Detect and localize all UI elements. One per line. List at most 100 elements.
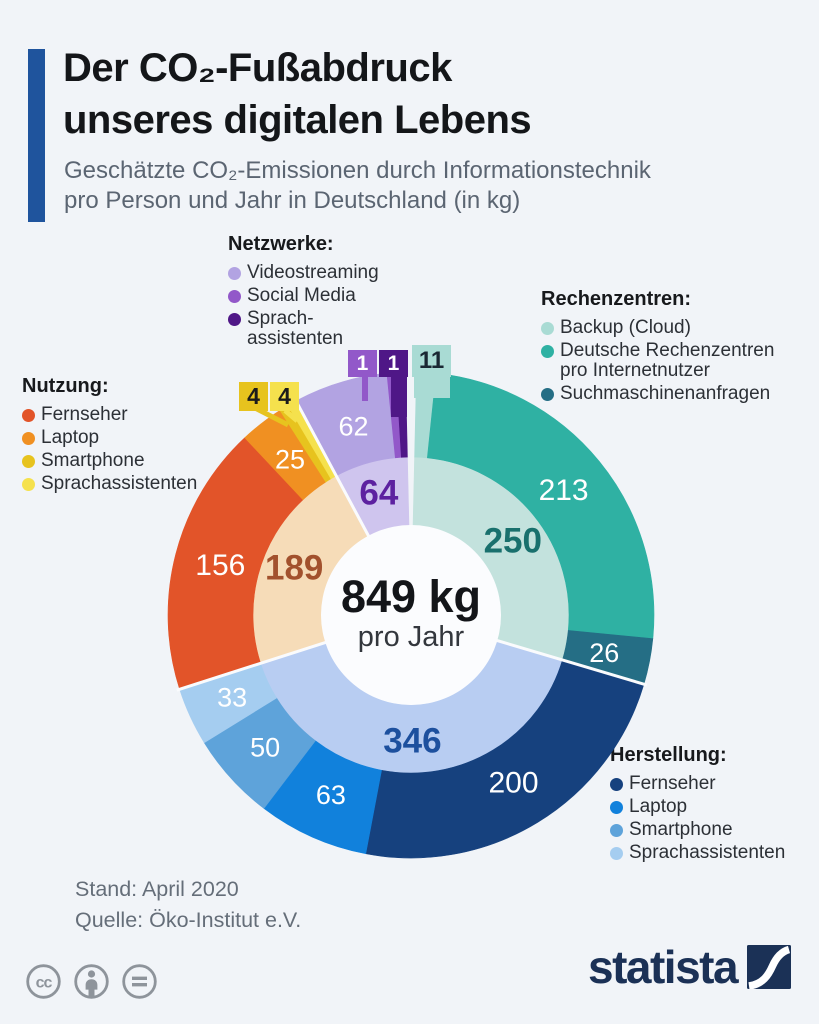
legend-dot-icon	[22, 455, 35, 468]
statista-logo-mark	[747, 945, 792, 989]
legend-title-nutzung: Nutzung:	[22, 375, 109, 397]
no-derivatives-icon	[122, 964, 157, 999]
group-subtotal-label: 346	[383, 722, 441, 761]
segment-value-label: 33	[217, 683, 247, 713]
leader-line-social-media	[362, 375, 368, 401]
callout-value-backup-cloud: 11	[412, 345, 451, 377]
group-divider	[293, 397, 372, 540]
legend-item: Social Media	[228, 286, 380, 306]
subtitle-line-2: pro Person und Jahr in Deutschland (in k…	[64, 187, 521, 214]
legend-item: Sprachassistenten	[610, 843, 815, 863]
legend-item: Fernseher	[610, 774, 815, 794]
license-icons: cc	[25, 963, 158, 1000]
total-unit: pro Jahr	[357, 621, 465, 653]
donut-segment	[427, 372, 655, 640]
segment-value-label: 25	[275, 445, 305, 475]
legend-label: Fernseher	[41, 404, 128, 425]
legend-item: Backup (Cloud)	[541, 318, 789, 338]
statista-logo: statista	[588, 941, 792, 993]
segment-value-label: 63	[316, 780, 346, 810]
legend-dot-icon	[610, 824, 623, 837]
legend-item: Fernseher	[22, 405, 237, 425]
leader-column-backup-cloud	[414, 374, 450, 398]
legend-dot-icon	[228, 313, 241, 326]
group-subtotal-label: 189	[265, 548, 323, 587]
title-line-2: unseres digitalen Lebens	[63, 98, 532, 142]
legend-dot-icon	[541, 322, 554, 335]
segment-value-label: 213	[539, 474, 589, 507]
legend-rechenzentren: Rechenzentren: Backup (Cloud) Deutsche Re…	[541, 288, 789, 407]
total-value: 849 kg	[340, 571, 482, 622]
source-note: Stand: April 2020 Quelle: Öko-Institut e…	[75, 874, 301, 936]
legend-label: Suchmaschinenanfragen	[560, 383, 771, 404]
segment-value-label: 26	[589, 638, 619, 668]
legend-label: Deutsche Rechenzentren pro Internetnutze…	[560, 340, 775, 381]
legend-label: Smartphone	[629, 819, 733, 840]
legend-item: Sprach-assistenten	[228, 309, 380, 349]
legend-herstellung: Herstellung: Fernseher Laptop Smartphone Sp…	[610, 744, 815, 866]
callout-value-social-media: 1	[348, 350, 377, 377]
legend-netzwerke: Netzwerke: Videostreaming Social Media Spr…	[228, 233, 380, 352]
legend-item: Laptop	[610, 797, 815, 817]
legend-item: Videostreaming	[228, 263, 380, 283]
legend-item: Sprachassistenten	[22, 474, 237, 494]
legend-title-netzwerke: Netzwerke:	[228, 233, 334, 255]
attribution-icon	[74, 964, 109, 999]
legend-item: Laptop	[22, 428, 237, 448]
title-line-1: Der CO₂-Fußabdruck	[63, 46, 452, 90]
donut-hole	[321, 525, 501, 705]
legend-label: Laptop	[41, 427, 100, 448]
legend-dot-icon	[541, 388, 554, 401]
legend-dot-icon	[541, 345, 554, 358]
legend-label: Fernseher	[629, 773, 716, 794]
legend-label: Social Media	[247, 285, 356, 306]
date-stand: Stand: April 2020	[75, 877, 239, 901]
group-divider	[176, 639, 330, 692]
legend-dot-icon	[610, 778, 623, 791]
legend-dot-icon	[22, 409, 35, 422]
callout-value-smartphone-nutzung: 4	[239, 382, 268, 411]
legend-label: Smartphone	[41, 450, 145, 471]
legend-item: Smartphone	[610, 820, 815, 840]
donut-center-label: 849 kg pro Jahr	[311, 571, 511, 654]
legend-label: Videostreaming	[247, 262, 379, 283]
cc-icon: cc	[26, 964, 61, 999]
statista-wordmark: statista	[588, 941, 739, 993]
legend-label: Sprachassistenten	[629, 842, 786, 863]
segment-value-label: 50	[250, 732, 280, 762]
group-subtotal-label: 64	[359, 474, 398, 513]
segment-value-label: 200	[488, 767, 538, 800]
legend-label: Sprach-assistenten	[247, 308, 344, 349]
segment-value-label: 156	[195, 549, 245, 582]
group-divider	[493, 638, 648, 687]
legend-label: Sprachassistenten	[41, 473, 198, 494]
legend-item: Smartphone	[22, 451, 237, 471]
legend-dot-icon	[22, 478, 35, 491]
callout-value-sprachassistenten-nutzung: 4	[270, 382, 299, 411]
legend-label: Backup (Cloud)	[560, 317, 691, 338]
legend-title-rechenzentren: Rechenzentren:	[541, 288, 692, 310]
callout-value-sprachassistenten-netzwerke: 1	[379, 350, 408, 377]
legend-dot-icon	[228, 267, 241, 280]
group-subtotal-label: 250	[484, 521, 542, 560]
subtitle-line-1: Geschätzte CO₂-Emissionen durch Informat…	[64, 157, 651, 184]
legend-item: Suchmaschinenanfragen	[541, 384, 789, 404]
page-subtitle: Geschätzte CO₂-Emissionen durch Informat…	[64, 156, 651, 216]
legend-title-herstellung: Herstellung:	[610, 744, 727, 766]
legend-item: Deutsche Rechenzentren pro Internetnutze…	[541, 341, 789, 381]
donut-segment	[365, 659, 645, 859]
leader-line-sprachassistenten-netzwerke	[391, 375, 407, 417]
legend-dot-icon	[610, 847, 623, 860]
legend-nutzung: Nutzung: Fernseher Laptop Smartphone Sprach…	[22, 375, 237, 497]
source-quelle: Quelle: Öko-Institut e.V.	[75, 908, 302, 932]
legend-dot-icon	[610, 801, 623, 814]
segment-value-label: 62	[338, 412, 368, 442]
title-accent-bar	[28, 49, 45, 222]
svg-text:cc: cc	[36, 975, 53, 992]
page-title: Der CO₂-Fußabdruck unseres digitalen Leb…	[63, 42, 532, 146]
legend-dot-icon	[228, 290, 241, 303]
legend-dot-icon	[22, 432, 35, 445]
legend-label: Laptop	[629, 796, 688, 817]
